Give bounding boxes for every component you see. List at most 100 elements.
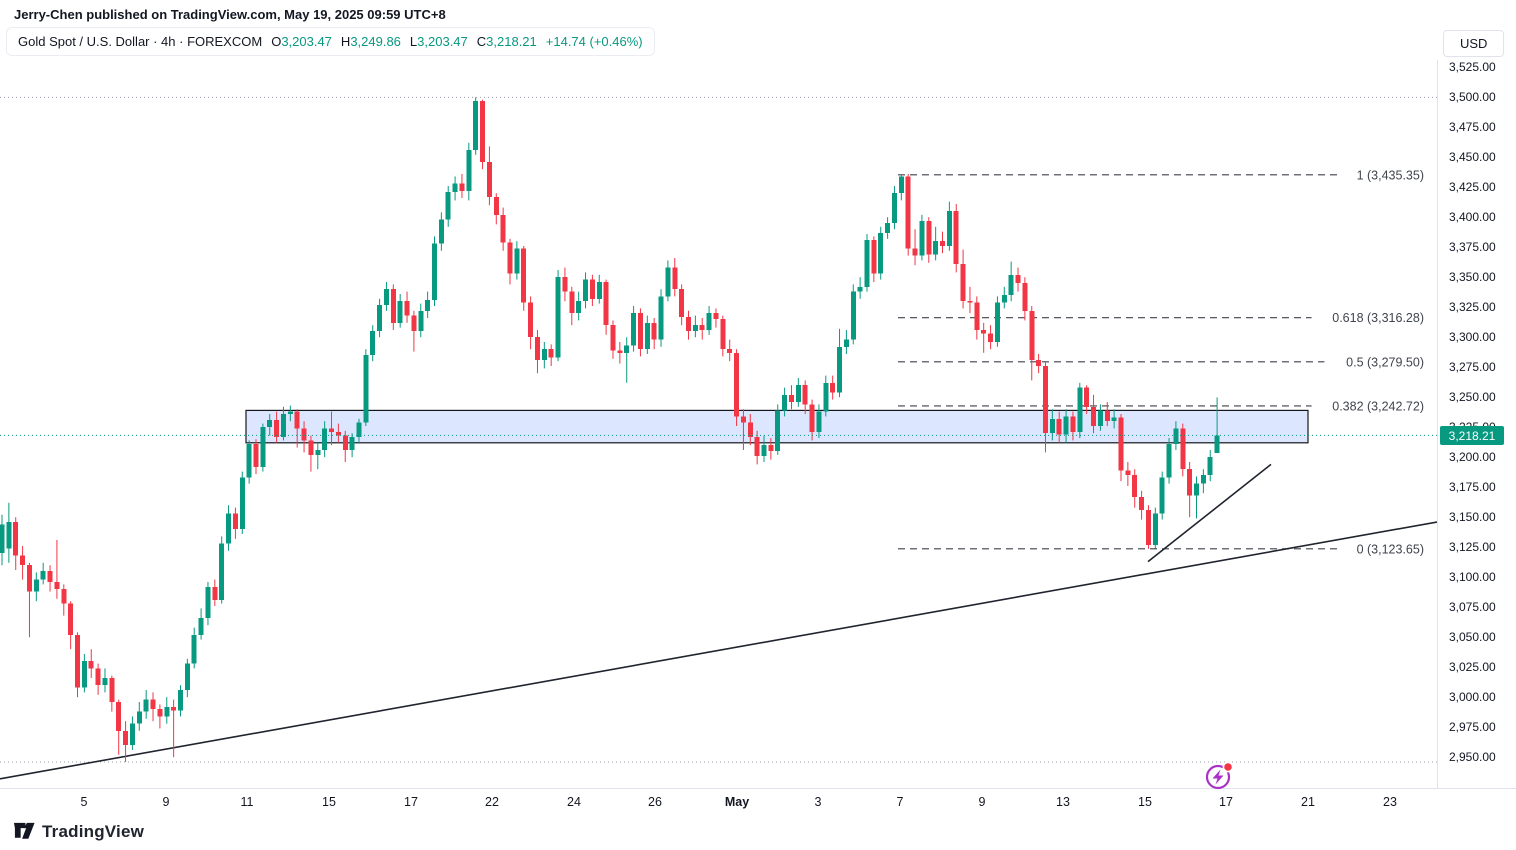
candle[interactable] (88, 661, 94, 669)
pattern-signal-icon[interactable] (1202, 759, 1236, 793)
candle[interactable] (198, 618, 204, 635)
candle[interactable] (974, 302, 980, 330)
candle[interactable] (679, 289, 685, 317)
candle[interactable] (857, 286, 863, 292)
candle[interactable] (20, 555, 26, 566)
candle[interactable] (837, 346, 843, 393)
candle[interactable] (253, 444, 259, 467)
candle[interactable] (603, 282, 609, 326)
candle[interactable] (315, 450, 321, 455)
candle[interactable] (459, 183, 465, 191)
candle[interactable] (267, 420, 273, 428)
candle[interactable] (411, 315, 417, 332)
candle[interactable] (219, 543, 225, 600)
candle[interactable] (727, 349, 733, 353)
candle[interactable] (528, 302, 534, 338)
candle[interactable] (589, 279, 595, 299)
candle[interactable] (1084, 387, 1090, 407)
candle[interactable] (1139, 496, 1145, 510)
candle[interactable] (177, 690, 183, 711)
candle[interactable] (514, 248, 520, 274)
candle[interactable] (212, 586, 218, 600)
candle[interactable] (933, 241, 939, 255)
candle[interactable] (1029, 310, 1035, 360)
candle[interactable] (706, 313, 712, 330)
candle[interactable] (342, 435, 348, 450)
candle[interactable] (445, 192, 451, 220)
candle[interactable] (102, 678, 108, 686)
candle[interactable] (1056, 418, 1062, 435)
candle[interactable] (583, 279, 589, 302)
candle[interactable] (981, 330, 987, 334)
candle[interactable] (912, 248, 918, 256)
candle[interactable] (761, 445, 767, 456)
candle[interactable] (136, 711, 142, 724)
candle[interactable] (6, 522, 12, 549)
candle[interactable] (287, 411, 293, 414)
candle[interactable] (1194, 483, 1200, 496)
candle[interactable] (919, 220, 925, 256)
candle[interactable] (1180, 428, 1186, 470)
candle[interactable] (1022, 283, 1028, 311)
time-axis[interactable]: 5 9 11 15 17 22 24 26 May 3 7 9 13 15 17 21 23 (0, 788, 1516, 819)
candle[interactable] (809, 404, 815, 432)
candle[interactable] (576, 301, 582, 314)
candle[interactable] (1145, 510, 1151, 545)
candle[interactable] (631, 313, 637, 346)
candle[interactable] (329, 428, 335, 432)
candle[interactable] (322, 428, 328, 450)
candle[interactable] (953, 211, 959, 264)
candle[interactable] (1104, 410, 1110, 422)
candle[interactable] (1077, 387, 1083, 432)
candle[interactable] (885, 223, 891, 233)
candle[interactable] (363, 355, 369, 423)
candle[interactable] (486, 162, 492, 197)
candle[interactable] (878, 232, 884, 274)
candle[interactable] (274, 420, 280, 437)
candle[interactable] (521, 248, 527, 303)
candle[interactable] (1001, 295, 1007, 303)
candle[interactable] (404, 301, 410, 316)
candle[interactable] (150, 699, 156, 710)
candle[interactable] (500, 214, 506, 243)
candle[interactable] (301, 428, 307, 441)
candle[interactable] (61, 589, 67, 604)
candle[interactable] (775, 410, 781, 452)
candle[interactable] (795, 385, 801, 402)
candle[interactable] (1015, 274, 1021, 284)
candle[interactable] (232, 513, 238, 530)
candle[interactable] (699, 325, 705, 330)
candle[interactable] (823, 382, 829, 412)
candle[interactable] (967, 301, 973, 303)
candle[interactable] (349, 436, 355, 450)
tradingview-logo[interactable]: TradingView (13, 820, 144, 843)
candle[interactable] (390, 289, 396, 323)
candle[interactable] (356, 422, 362, 437)
candle[interactable] (466, 150, 472, 191)
candle[interactable] (1091, 406, 1097, 426)
candle[interactable] (830, 382, 836, 393)
candle[interactable] (569, 291, 575, 314)
candle[interactable] (335, 432, 341, 436)
candle[interactable] (418, 310, 424, 332)
candle[interactable] (157, 709, 163, 717)
candle[interactable] (850, 291, 856, 340)
trendline-major-uptrend[interactable] (0, 521, 1437, 780)
candle[interactable] (370, 331, 376, 356)
candle[interactable] (768, 445, 774, 452)
candle[interactable] (425, 300, 431, 311)
candle[interactable] (81, 661, 87, 688)
candle[interactable] (1111, 417, 1117, 422)
candle[interactable] (541, 349, 547, 360)
candle[interactable] (438, 219, 444, 244)
candle[interactable] (507, 242, 513, 274)
candle[interactable] (534, 337, 540, 360)
candle[interactable] (239, 477, 245, 530)
candle[interactable] (596, 282, 602, 299)
candle[interactable] (308, 440, 314, 455)
price-chart[interactable]: 1 (3,435.35) 0.618 (3,316.28) 0.5 (3,279.5… (0, 60, 1437, 788)
candle[interactable] (377, 304, 383, 332)
candle[interactable] (1063, 416, 1069, 435)
candle[interactable] (1152, 513, 1158, 545)
candle[interactable] (1200, 475, 1206, 484)
